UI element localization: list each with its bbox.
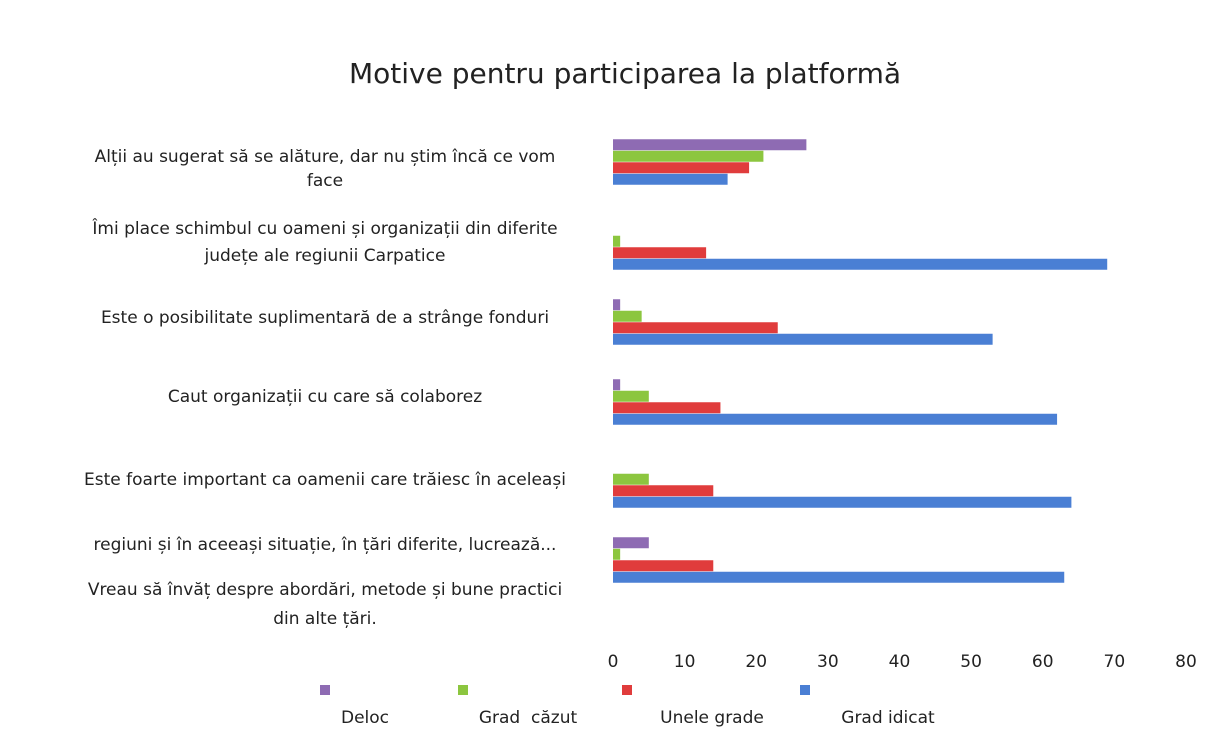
- y-tick-label: Vreau să învăț despre abordări, metode ș…: [88, 580, 562, 600]
- bar: [613, 247, 707, 259]
- x-tick-label: 10: [674, 652, 696, 672]
- x-tick-label: 60: [1032, 652, 1054, 672]
- y-tick-label: regiuni și în aceeași situație, în țări …: [94, 535, 557, 555]
- bar: [613, 413, 1058, 425]
- legend-label: Unele grade: [660, 708, 764, 728]
- x-tick-label: 30: [817, 652, 839, 672]
- chart-title: Motive pentru participarea la platformă: [349, 57, 901, 90]
- x-tick-label: 0: [608, 652, 619, 672]
- legend-label: Grad idicat: [841, 708, 935, 728]
- y-tick-label: face: [307, 171, 343, 191]
- y-tick-label: Este foarte important ca oamenii care tr…: [84, 470, 566, 490]
- bar: [613, 537, 649, 549]
- bar: [613, 322, 778, 334]
- bar: [613, 258, 1108, 270]
- bar: [613, 235, 621, 247]
- y-tick-label: din alte țări.: [273, 609, 377, 629]
- x-tick-label: 80: [1175, 652, 1197, 672]
- legend-marker: [622, 685, 632, 695]
- y-tick-label: Caut organizații cu care să colaborez: [168, 387, 482, 407]
- bar: [613, 560, 714, 572]
- bar: [613, 162, 750, 174]
- bar: [613, 139, 807, 151]
- legend-label: Deloc: [341, 708, 389, 728]
- bar: [613, 173, 728, 185]
- legend-label: Grad căzut: [479, 708, 578, 728]
- bar: [613, 390, 649, 402]
- bar: [613, 496, 1072, 508]
- legend-marker: [458, 685, 468, 695]
- x-tick-label: 50: [960, 652, 982, 672]
- x-tick-label: 70: [1104, 652, 1126, 672]
- bar: [613, 150, 764, 162]
- y-tick-label: Alții au sugerat să se alăture, dar nu ș…: [95, 147, 556, 167]
- bar: [613, 402, 721, 414]
- bar: [613, 548, 621, 560]
- bar: [613, 379, 621, 391]
- y-tick-label: județe ale regiunii Carpatice: [204, 246, 446, 266]
- bar: [613, 571, 1065, 583]
- bar: [613, 299, 621, 311]
- bar: [613, 310, 642, 322]
- legend-marker: [800, 685, 810, 695]
- bar: [613, 333, 993, 345]
- x-tick-label: 20: [745, 652, 767, 672]
- legend-marker: [320, 685, 330, 695]
- y-tick-label: Este o posibilitate suplimentară de a st…: [101, 308, 549, 328]
- y-tick-label: Îmi place schimbul cu oameni și organiza…: [91, 217, 557, 239]
- bar: [613, 473, 649, 485]
- bar: [613, 485, 714, 497]
- x-tick-label: 40: [889, 652, 911, 672]
